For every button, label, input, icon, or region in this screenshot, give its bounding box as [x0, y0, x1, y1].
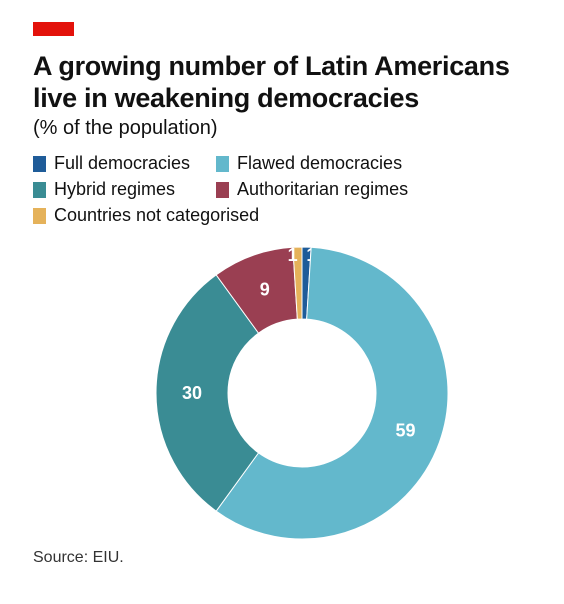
- data-label-hybrid-regimes: 30: [182, 383, 202, 403]
- legend-item-flawed-democracies: Flawed democracies: [216, 153, 402, 174]
- legend-swatch: [33, 207, 46, 224]
- legend-label: Authoritarian regimes: [237, 179, 409, 199]
- chart-subtitle: (% of the population): [33, 117, 218, 139]
- data-label-countries-not-categorised: 1: [288, 245, 298, 265]
- legend-item-not-categorised: Countries not categorised: [33, 205, 259, 226]
- donut-slice-hybrid-regimes: [155, 274, 260, 512]
- legend-label: Full democracies: [54, 153, 191, 173]
- source-note: Source: EIU.: [33, 549, 124, 566]
- legend-label: Hybrid regimes: [54, 179, 176, 199]
- legend-swatch: [216, 181, 229, 198]
- legend-label: Countries not categorised: [54, 205, 260, 225]
- brand-tag: [33, 22, 74, 36]
- legend-item-full-democracies: Full democracies: [33, 153, 190, 174]
- data-label-authoritarian-regimes: 9: [260, 280, 270, 300]
- legend-swatch: [216, 155, 229, 172]
- donut-slice-flawed-democracies: [215, 246, 449, 540]
- legend-swatch: [33, 181, 46, 198]
- legend-label: Flawed democracies: [237, 153, 403, 173]
- chart-title: A growing number of Latin Americans live…: [33, 51, 510, 113]
- legend-swatch: [33, 155, 46, 172]
- legend-item-authoritarian-regimes: Authoritarian regimes: [216, 179, 408, 200]
- donut-slice-countries-not-categorised: [292, 246, 303, 320]
- legend-item-hybrid-regimes: Hybrid regimes: [33, 179, 175, 200]
- data-label-flawed-democracies: 59: [395, 420, 415, 440]
- donut-chart: 1593091: [155, 245, 449, 540]
